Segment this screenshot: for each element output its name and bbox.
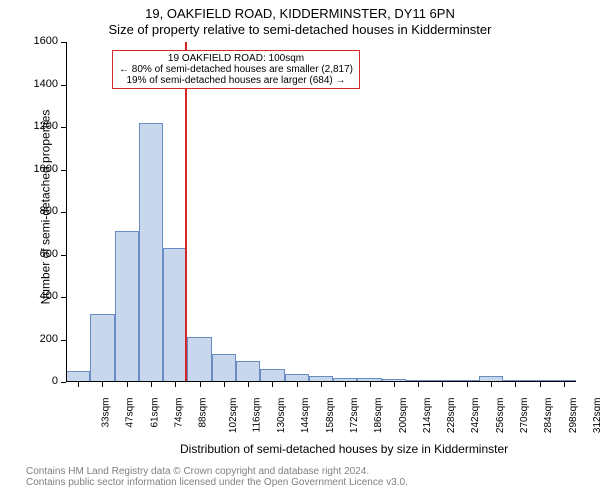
x-tick-label: 47sqm <box>125 398 136 428</box>
x-tick-label: 284sqm <box>543 398 554 434</box>
x-tick-label: 200sqm <box>398 398 409 434</box>
annotation-box: 19 OAKFIELD ROAD: 100sqm← 80% of semi-de… <box>112 50 360 89</box>
x-tick-label: 228sqm <box>446 398 457 434</box>
bar <box>236 361 260 382</box>
x-tick <box>321 382 322 387</box>
x-tick <box>200 382 201 387</box>
x-tick-label: 158sqm <box>325 398 336 434</box>
y-axis-line <box>66 42 67 382</box>
plot-area: 0200400600800100012001400160033sqm47sqm6… <box>66 42 576 382</box>
x-tick <box>102 382 103 387</box>
x-tick <box>151 382 152 387</box>
bar <box>115 231 139 382</box>
y-axis-label: Number of semi-detached properties <box>38 110 52 305</box>
x-tick-label: 270sqm <box>519 398 530 434</box>
y-tick <box>61 255 66 256</box>
footer-line-1: Contains HM Land Registry data © Crown c… <box>26 466 408 477</box>
x-tick-label: 186sqm <box>373 398 384 434</box>
x-tick-label: 312sqm <box>592 398 600 434</box>
x-tick-label: 144sqm <box>301 398 312 434</box>
x-tick <box>394 382 395 387</box>
y-tick <box>61 85 66 86</box>
y-tick <box>61 212 66 213</box>
y-tick-label: 1400 <box>18 78 58 90</box>
y-tick <box>61 297 66 298</box>
y-tick-label: 200 <box>18 333 58 345</box>
footer-line-2: Contains public sector information licen… <box>26 477 408 488</box>
x-tick-label: 298sqm <box>568 398 579 434</box>
x-tick <box>540 382 541 387</box>
x-tick <box>467 382 468 387</box>
annotation-line-3: 19% of semi-detached houses are larger (… <box>119 75 353 86</box>
x-tick-label: 116sqm <box>251 398 262 433</box>
y-tick <box>61 340 66 341</box>
x-tick-label: 130sqm <box>276 398 287 434</box>
annotation-line-1: 19 OAKFIELD ROAD: 100sqm <box>119 53 353 64</box>
x-tick-label: 88sqm <box>198 398 209 428</box>
x-tick <box>297 382 298 387</box>
x-tick-label: 33sqm <box>101 398 112 428</box>
y-tick-label: 0 <box>18 375 58 387</box>
x-tick-label: 172sqm <box>349 398 360 434</box>
chart-title-line1: 19, OAKFIELD ROAD, KIDDERMINSTER, DY11 6… <box>0 6 600 21</box>
x-tick-label: 61sqm <box>149 398 160 428</box>
x-tick <box>78 382 79 387</box>
reference-line <box>185 42 187 382</box>
x-tick <box>442 382 443 387</box>
bar <box>139 123 163 382</box>
x-tick <box>248 382 249 387</box>
x-axis-label: Distribution of semi-detached houses by … <box>180 442 508 456</box>
x-tick-label: 242sqm <box>471 398 482 434</box>
x-tick-label: 214sqm <box>422 398 433 434</box>
x-tick <box>515 382 516 387</box>
x-tick <box>175 382 176 387</box>
annotation-line-2: ← 80% of semi-detached houses are smalle… <box>119 64 353 75</box>
bar <box>90 314 114 382</box>
y-tick-label: 1600 <box>18 35 58 47</box>
footer: Contains HM Land Registry data © Crown c… <box>26 466 408 488</box>
x-tick <box>370 382 371 387</box>
x-tick <box>272 382 273 387</box>
y-tick <box>61 42 66 43</box>
bar <box>187 337 211 382</box>
x-tick <box>491 382 492 387</box>
x-tick <box>345 382 346 387</box>
x-tick <box>418 382 419 387</box>
x-tick <box>564 382 565 387</box>
x-tick <box>127 382 128 387</box>
bar <box>212 354 236 382</box>
bar <box>163 248 187 382</box>
y-tick <box>61 382 66 383</box>
x-tick-label: 74sqm <box>174 398 185 428</box>
x-tick <box>224 382 225 387</box>
x-tick-label: 102sqm <box>228 398 239 434</box>
x-tick-label: 256sqm <box>495 398 506 434</box>
chart-title-line2: Size of property relative to semi-detach… <box>0 22 600 37</box>
y-tick <box>61 127 66 128</box>
y-tick <box>61 170 66 171</box>
